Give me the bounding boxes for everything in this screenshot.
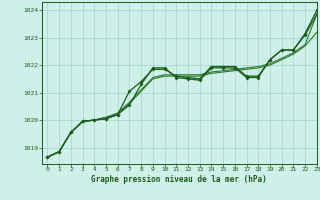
X-axis label: Graphe pression niveau de la mer (hPa): Graphe pression niveau de la mer (hPa) bbox=[91, 175, 267, 184]
